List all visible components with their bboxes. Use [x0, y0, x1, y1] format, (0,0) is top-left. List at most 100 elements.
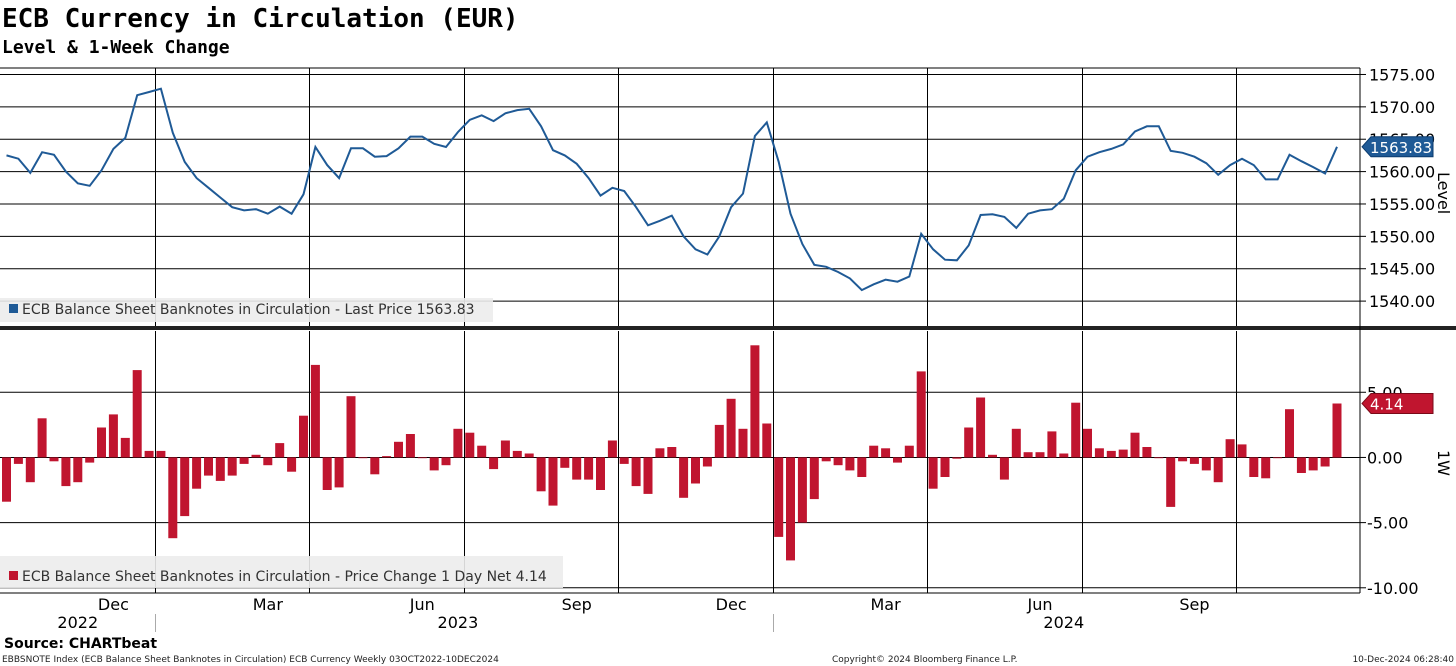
change-bar — [714, 424, 724, 458]
chart-title: ECB Currency in Circulation (EUR) — [2, 4, 519, 34]
change-bar — [85, 457, 95, 463]
x-axis-year-label: 2022 — [57, 613, 98, 632]
change-bar — [904, 445, 914, 458]
change-bar — [631, 457, 641, 487]
change-bar — [1130, 432, 1140, 458]
change-bar — [560, 457, 570, 468]
x-axis-year-labels: 2022 2023 2024 — [57, 613, 1084, 632]
x-axis-month-label: Mar — [870, 595, 901, 614]
change-bar — [1023, 452, 1033, 458]
change-axis-label: 1W — [1434, 450, 1453, 476]
change-bar — [382, 456, 392, 458]
change-bar — [1071, 402, 1081, 458]
change-bar — [429, 457, 439, 471]
change-bar — [25, 457, 35, 483]
change-bar — [1296, 457, 1306, 473]
change-tick-label: -10.00 — [1367, 579, 1419, 598]
change-bar — [2, 457, 11, 502]
change-bar — [299, 415, 308, 458]
change-bar — [13, 457, 23, 464]
level-y-axis-ticks: 1540.001545.001550.001555.001560.001565.… — [1360, 65, 1435, 311]
level-gridlines — [0, 73, 1360, 302]
level-axis-label: Level — [1434, 172, 1453, 214]
change-bar — [667, 447, 677, 458]
change-bar — [1189, 457, 1199, 464]
change-bar — [168, 457, 178, 539]
change-bar — [976, 397, 986, 458]
change-bar — [346, 396, 356, 458]
change-bar — [762, 423, 772, 458]
level-tick-label: 1550.00 — [1369, 227, 1435, 246]
change-bar — [1178, 457, 1188, 462]
change-bar — [405, 434, 415, 458]
change-bar — [1320, 457, 1330, 467]
change-bar — [1285, 409, 1294, 458]
change-bar — [750, 345, 760, 458]
change-bar — [1118, 449, 1128, 458]
change-bar — [1059, 453, 1069, 458]
footer-description: EBBSNOTE Index (ECB Balance Sheet Bankno… — [2, 655, 499, 665]
level-series-line — [6, 87, 1338, 292]
change-last-value-tag: 4.14 — [1361, 392, 1434, 414]
change-bar — [940, 457, 950, 477]
change-bar — [1237, 444, 1247, 458]
change-bar — [916, 371, 926, 458]
change-bar — [1308, 457, 1318, 471]
change-bar — [524, 453, 534, 458]
change-bar — [500, 440, 510, 458]
change-bar — [156, 450, 166, 458]
change-bar — [1035, 452, 1045, 458]
change-bar — [786, 457, 795, 561]
x-axis-month-labels: Dec Mar Jun Sep Dec Mar Jun Sep — [98, 595, 1210, 614]
change-bar — [584, 457, 594, 480]
x-axis-month-label: Sep — [1179, 595, 1209, 614]
change-bar — [881, 448, 891, 458]
change-bar — [239, 457, 249, 464]
change-bar — [334, 457, 344, 488]
change-bar — [322, 457, 332, 490]
change-bar — [821, 457, 831, 462]
change-bar — [1332, 403, 1342, 458]
change-bar — [204, 457, 213, 476]
change-bar — [607, 440, 617, 458]
change-bar — [1213, 457, 1223, 483]
change-bar — [1094, 448, 1104, 458]
change-bar — [679, 457, 689, 498]
x-axis-year-label: 2024 — [1043, 613, 1084, 632]
change-bar — [1166, 457, 1176, 507]
change-legend-swatch — [9, 571, 18, 580]
change-bar — [572, 457, 582, 480]
change-bar — [1083, 428, 1092, 458]
change-bar — [845, 457, 855, 471]
change-bar — [1047, 431, 1057, 458]
change-bar — [108, 414, 118, 458]
source-note: Source: CHARTbeat — [4, 636, 157, 652]
level-tick-label: 1560.00 — [1369, 163, 1435, 182]
change-bar — [774, 457, 784, 537]
change-bar — [144, 450, 154, 458]
change-bar — [809, 457, 819, 500]
chart-subtitle: Level & 1-Week Change — [2, 37, 230, 58]
change-legend-text: ECB Balance Sheet Banknotes in Circulati… — [22, 569, 547, 585]
x-axis-month-label: Mar — [253, 595, 284, 614]
change-bar — [536, 457, 546, 492]
level-legend-box — [0, 298, 493, 322]
change-bar — [489, 457, 499, 470]
change-bar — [869, 445, 879, 458]
change-bar — [738, 428, 748, 458]
level-tick-label: 1555.00 — [1369, 195, 1435, 214]
change-bar — [215, 457, 225, 481]
change-bar — [310, 364, 320, 458]
change-bar — [655, 448, 665, 458]
change-bar — [833, 457, 843, 466]
change-bars — [2, 345, 1342, 561]
change-bar — [358, 457, 368, 459]
change-bar — [453, 428, 463, 458]
change-bar — [1154, 457, 1164, 459]
change-bar — [952, 457, 962, 459]
change-bar — [132, 370, 142, 458]
change-bar — [120, 437, 130, 458]
change-bar — [227, 457, 237, 476]
change-bar — [465, 432, 475, 458]
